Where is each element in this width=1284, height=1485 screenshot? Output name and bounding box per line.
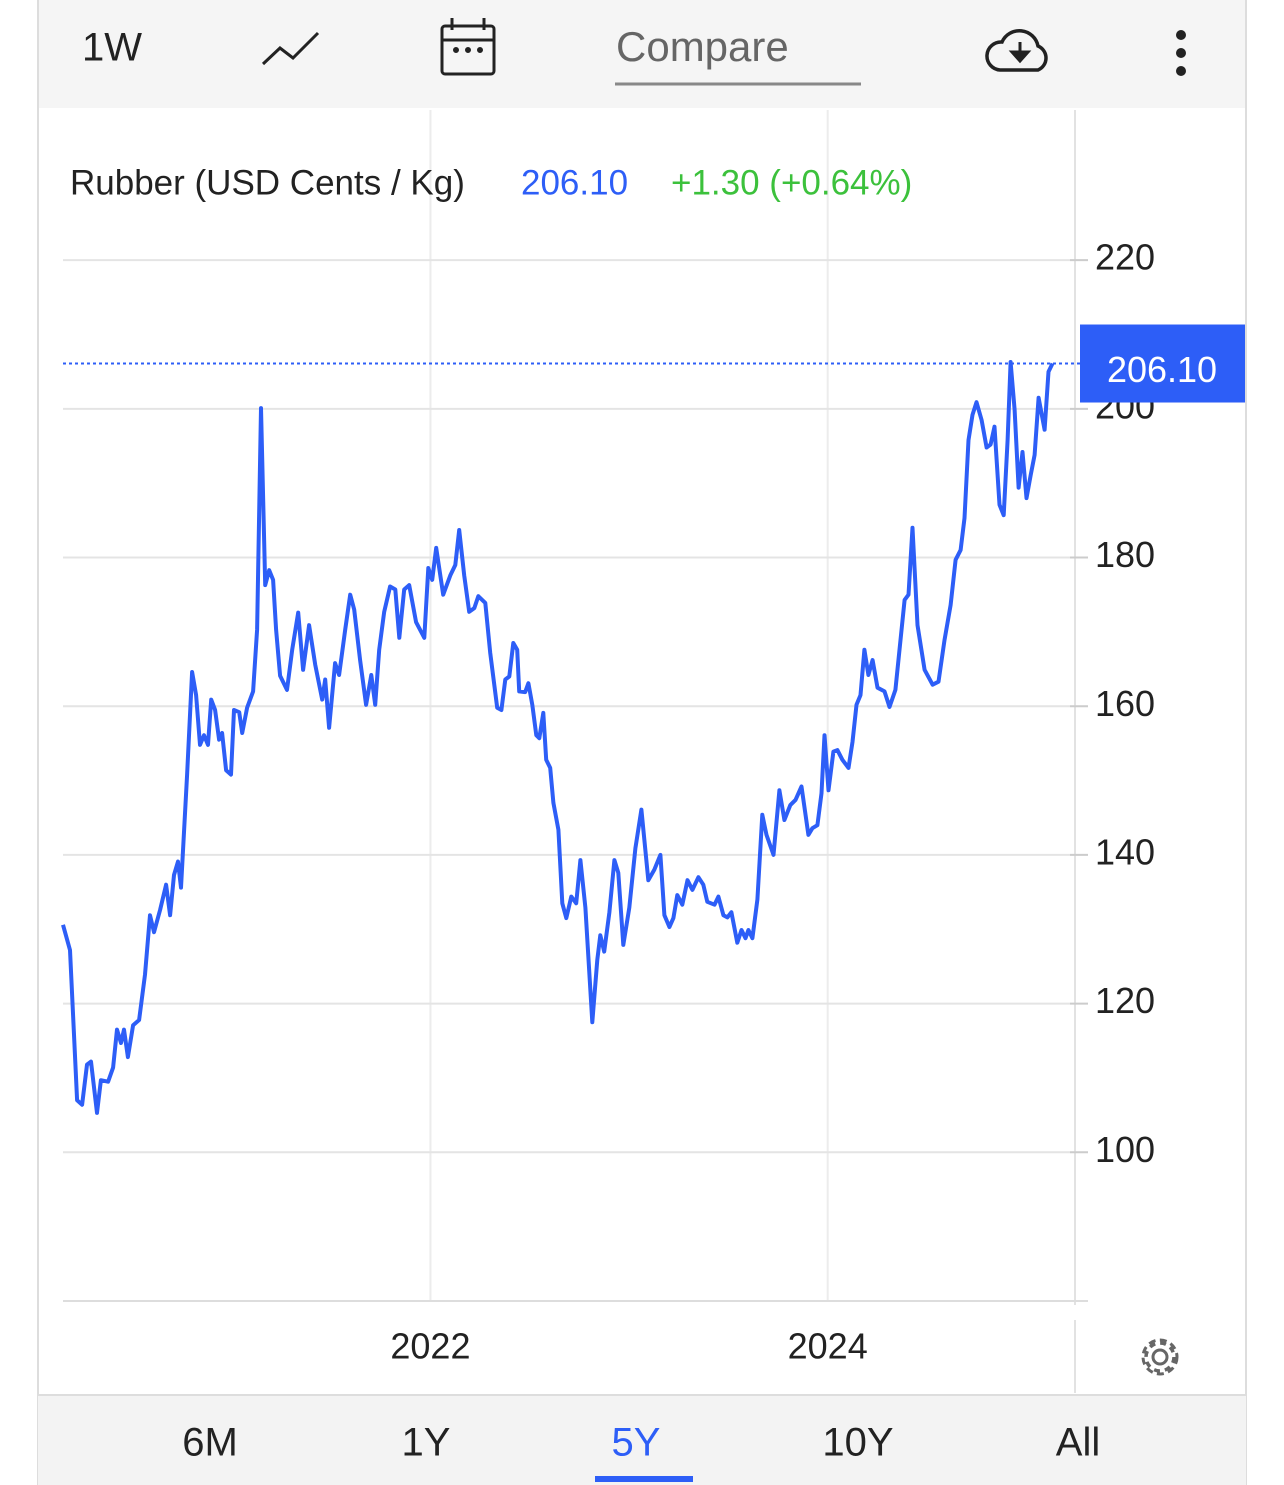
chart-title: Rubber (USD Cents / Kg) (70, 163, 465, 202)
change: +1.30 (+0.64%) (671, 163, 912, 202)
range-button[interactable]: 6M (182, 1421, 238, 1465)
range-bar (38, 1395, 1246, 1485)
y-tick-label: 160 (1095, 683, 1155, 724)
x-tick-label: 2022 (390, 1326, 470, 1367)
chart-type-icon[interactable] (261, 31, 320, 66)
y-tick-label: 140 (1095, 831, 1155, 872)
y-tick-label: 100 (1095, 1129, 1155, 1170)
settings-icon[interactable] (1141, 1338, 1179, 1376)
y-tick-label: 220 (1095, 237, 1155, 278)
price: 206.10 (521, 163, 628, 202)
download-icon[interactable] (985, 29, 1048, 72)
interval-button[interactable]: 1W (82, 26, 142, 70)
calendar-icon[interactable] (440, 18, 496, 76)
more-menu[interactable] (1176, 30, 1186, 76)
y-tick-label: 120 (1095, 980, 1155, 1021)
range-button[interactable]: All (1056, 1421, 1100, 1465)
x-tick-label: 2024 (788, 1326, 868, 1367)
last-price-box (1080, 324, 1245, 403)
last-price-label: 206.10 (1107, 349, 1217, 390)
compare-input[interactable]: Compare (616, 23, 789, 70)
price-line (61, 360, 1055, 1115)
range-buttons: 6M 1Y 5Y 10Y All (182, 1421, 1100, 1482)
y-tick-label: 180 (1095, 534, 1155, 575)
range-button[interactable]: 10Y (822, 1421, 893, 1465)
range-button[interactable]: 1Y (402, 1421, 451, 1465)
active-range-underline (595, 1476, 693, 1482)
range-button[interactable]: 5Y (612, 1421, 661, 1465)
